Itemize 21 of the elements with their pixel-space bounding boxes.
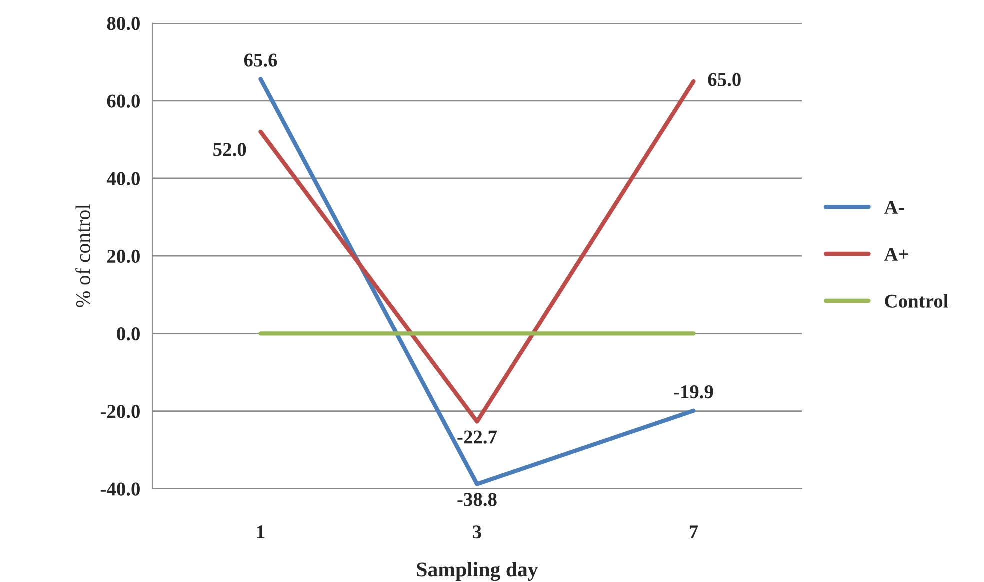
y-tick-label: 0.0 — [117, 327, 140, 341]
y-axis-title: % of control — [76, 204, 90, 308]
x-axis-title: Sampling day — [417, 562, 538, 582]
data-label: -38.8 — [458, 493, 497, 506]
y-tick-label: 40.0 — [106, 172, 140, 186]
y-tick-label: 20.0 — [108, 250, 140, 264]
y-tick-label: 60.0 — [107, 94, 140, 108]
y-tick-label: 80.0 — [107, 17, 140, 30]
y-tick-label: -40.0 — [100, 482, 140, 496]
legend-label: A- — [884, 201, 904, 214]
x-tick-label: 1 — [257, 526, 265, 538]
data-label: 65.6 — [244, 54, 278, 67]
legend-label: Control — [885, 294, 948, 308]
legend-label: A+ — [884, 248, 908, 261]
x-tick-label: 3 — [473, 526, 482, 539]
x-tick-label: 7 — [690, 526, 698, 538]
data-label: 65.0 — [708, 73, 741, 86]
data-label: -22.7 — [458, 430, 498, 444]
y-tick-label: -20.0 — [100, 405, 140, 418]
data-label: -19.9 — [674, 386, 714, 399]
data-label: 52.0 — [214, 143, 246, 156]
